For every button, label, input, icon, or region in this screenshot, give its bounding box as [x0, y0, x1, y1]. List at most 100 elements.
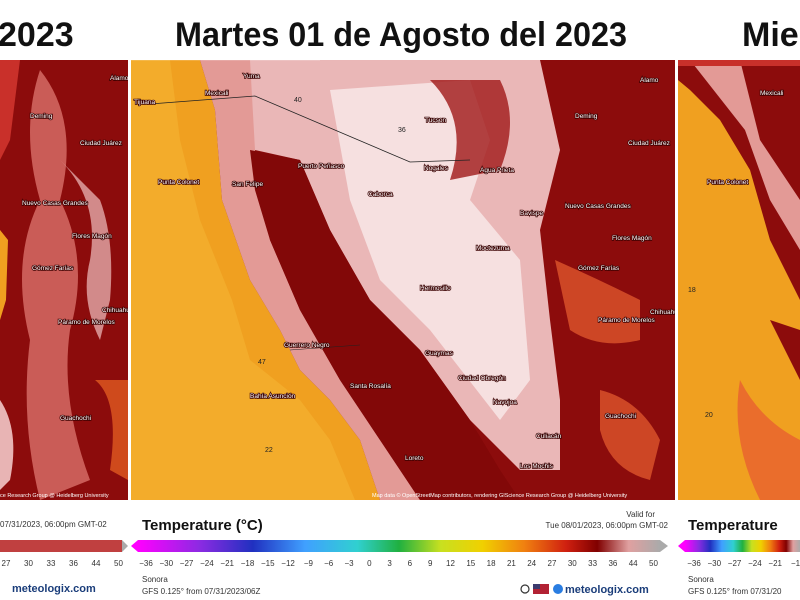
brand-logo — [553, 584, 563, 594]
right-footer: Temperature −36 −30 −27 −24 −21 −1 Sonora GFS… — [678, 517, 800, 596]
place-label: Nuevo Casas Grandes — [565, 203, 632, 210]
colorbar-end — [122, 540, 128, 552]
colorbar-segment — [0, 540, 122, 552]
search-icon[interactable] — [520, 584, 530, 594]
colorbar-tick-label: 0 — [367, 559, 372, 568]
colorbar-tick-label: −6 — [324, 559, 334, 568]
colorbar-tick-label: −9 — [304, 559, 314, 568]
colorbar-tick-label: −27 — [728, 559, 742, 568]
place-label: Páramo de Morelos — [58, 319, 115, 326]
colorbar-tick-label: −36 — [687, 559, 701, 568]
colorbar-tick-label: −30 — [160, 559, 174, 568]
place-label: Bavispe — [520, 210, 544, 217]
place-label: Chihuahua — [650, 309, 682, 316]
left-footer: 07/31/2023, 06:00pm GMT-02 27 30 33 36 44 50 … — [0, 520, 128, 595]
place-label: Agua Prieta — [480, 167, 514, 174]
colorbar-tick-label: −12 — [281, 559, 295, 568]
place-label: San Felipe — [232, 181, 263, 188]
place-label: Yuma — [243, 73, 260, 80]
legend-title: Temperature — [688, 517, 778, 534]
place-label: Culiacán — [536, 433, 562, 440]
colorbar-tick-label: 24 — [527, 559, 536, 568]
region: Sonora — [142, 575, 168, 584]
place-label: Flores Magón — [72, 233, 112, 240]
colorbar-tick-label: 9 — [428, 559, 433, 568]
place-label: Mexicali — [760, 90, 783, 97]
place-label: Tucson — [425, 117, 446, 124]
colorbar-tick-label: −1 — [791, 559, 800, 568]
colorbar-tick-label: 36 — [69, 559, 78, 568]
colorbar-end — [678, 540, 685, 552]
center-title: Martes 01 de Agosto del 2023 — [175, 16, 627, 54]
valid-for: Valid for — [626, 510, 655, 519]
colorbar-tick-label: 27 — [548, 559, 557, 568]
place-label: Deming — [575, 113, 598, 120]
colorbar-tick-label: −30 — [708, 559, 722, 568]
colorbar-tick-label: 30 — [24, 559, 33, 568]
place-label: Guaymas — [425, 350, 454, 357]
place-label: Punta Colonet — [158, 179, 199, 186]
place-label: Puerto Peñasco — [298, 163, 345, 170]
colorbar-tick-label: 50 — [114, 559, 123, 568]
colorbar-tick-label: 12 — [446, 559, 455, 568]
legend-title: Temperature (°C) — [142, 517, 263, 534]
colorbar-tick-label: 18 — [487, 559, 496, 568]
colorbar-tick-label: −21 — [220, 559, 234, 568]
map-attribution: Map data © OpenStreetMap contributors, r… — [372, 492, 627, 499]
colorbar — [685, 540, 800, 552]
place-label: Gómez Farías — [32, 265, 74, 272]
place-label: Moctezuma — [476, 245, 510, 252]
brand: meteologix.com — [12, 583, 96, 595]
flag-icon[interactable] — [533, 584, 549, 594]
colorbar-tick-label: −24 — [200, 559, 214, 568]
colorbar-tick-label: 30 — [568, 559, 577, 568]
colorbar-tick-label: 36 — [608, 559, 617, 568]
place-label: Guerrero Negro — [284, 342, 330, 349]
temperature-label: 47 — [258, 359, 266, 366]
panel-divider — [128, 60, 131, 500]
place-label: Santa Rosalía — [350, 383, 391, 390]
temperature-label: 18 — [688, 287, 696, 294]
colorbar-end — [660, 540, 668, 552]
place-label: Hermosillo — [420, 285, 451, 292]
place-label: Tijuana — [134, 99, 155, 106]
place-label: Nuevo Casas Grandes — [22, 200, 89, 207]
panel-divider — [675, 60, 678, 500]
place-label: Deming — [30, 113, 53, 120]
colorbar-tick-label: 6 — [408, 559, 413, 568]
place-label: Gómez Farías — [578, 265, 620, 272]
colorbar — [138, 540, 660, 552]
right-map: Mexicali Punta Colonet 18 20 — [678, 60, 800, 500]
colorbar-end — [131, 540, 138, 552]
place-label: Caborca — [368, 191, 393, 198]
model-source: GFS 0.125° from 07/31/20 — [688, 587, 782, 596]
center-map: Mexicali Tijuana Yuma Tucson Nogales Agu… — [130, 59, 683, 500]
colorbar-tick-label: 15 — [466, 559, 475, 568]
colorbar-tick-label: −21 — [768, 559, 782, 568]
colorbar-tick-label: 50 — [649, 559, 658, 568]
place-label: Loreto — [405, 455, 424, 462]
valid-time: Tue 08/01/2023, 06:00pm GMT-02 — [546, 521, 669, 530]
place-label: Flores Magón — [612, 235, 652, 242]
colorbar-tick-label: −18 — [241, 559, 255, 568]
place-label: Páramo de Morelos — [598, 317, 655, 324]
colorbar-tick-label: 33 — [588, 559, 597, 568]
model-source: GFS 0.125° from 07/31/2023/06Z — [142, 587, 260, 596]
colorbar-tick-label: 3 — [387, 559, 392, 568]
temperature-label: 40 — [294, 97, 302, 104]
temperature-label: 22 — [265, 447, 273, 454]
place-label: Bahía Asunción — [250, 393, 296, 400]
place-label: Navojoa — [493, 399, 517, 406]
right-title: Mier — [742, 16, 800, 54]
left-map: Alamo Deming Ciudad Juárez Nuevo Casas G… — [0, 60, 135, 500]
colorbar-tick-label: −3 — [344, 559, 354, 568]
temperature-label: 36 — [398, 127, 406, 134]
place-label: Guachochi — [60, 415, 91, 422]
place-label: Punta Colonet — [707, 179, 748, 186]
place-label: Chihuahua — [102, 307, 134, 314]
colorbar-tick-label: 33 — [47, 559, 56, 568]
place-label: Alamo — [110, 75, 129, 82]
center-footer: Valid for Tue 08/01/2023, 06:00pm GMT-02… — [131, 510, 669, 596]
colorbar-tick-label: 44 — [92, 559, 101, 568]
